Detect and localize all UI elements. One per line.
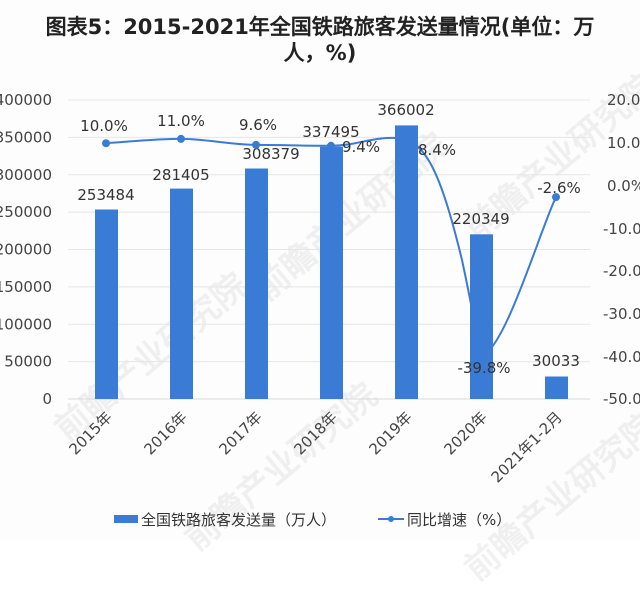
bar-2019[interactable]: [395, 125, 418, 400]
bar-label: 281405: [152, 166, 209, 184]
line-label: 11.0%: [157, 112, 205, 130]
left-axis-tick: 0: [42, 390, 52, 408]
chart-title: 图表5：2015-2021年全国铁路旅客发送量情况(单位：万 人，%): [0, 14, 640, 66]
x-axis-label: 2016年: [140, 408, 190, 458]
bar-2015[interactable]: [95, 209, 118, 400]
chart-title-line2: 人，%): [283, 41, 357, 65]
right-axis-tick: -30.0%: [603, 305, 640, 323]
bar-2016[interactable]: [170, 188, 193, 399]
line-label: 9.6%: [239, 116, 277, 134]
line-labels: 10.0% 11.0% 9.6% 9.4% 8.4% -39.8% -2.6%: [80, 112, 581, 377]
bar-2018[interactable]: [320, 146, 343, 399]
line-label: -2.6%: [537, 179, 581, 197]
bar-label: 253484: [77, 186, 134, 204]
right-axis-tick: -10.0%: [603, 220, 640, 238]
legend-label: 全国铁路旅客发送量（万人）: [141, 510, 337, 529]
left-axis-tick: 300000: [0, 166, 52, 184]
line-label: 9.4%: [342, 138, 380, 156]
left-axis-tick: 150000: [0, 278, 52, 296]
line-swatch-icon: [378, 514, 405, 524]
left-axis: 400000 350000 300000 250000 200000 15000…: [0, 91, 52, 408]
legend-item-growth[interactable]: 同比增速（%）: [378, 509, 511, 530]
x-axis: 2015年 2016年 2017年 2018年 2019年 2020年 2021…: [65, 408, 565, 486]
right-axis-tick: 20.0%: [607, 91, 640, 109]
bar-swatch-icon: [114, 515, 138, 523]
x-axis-label: 2020年: [440, 408, 490, 458]
line-label: -39.8%: [457, 359, 510, 377]
right-axis-tick: -20.0%: [603, 262, 640, 280]
right-axis-tick: 10.0%: [607, 134, 640, 152]
bar-2017[interactable]: [245, 168, 268, 400]
chart-plot: 400000 350000 300000 250000 200000 15000…: [0, 91, 640, 486]
bar-labels: 253484 281405 308379 337495 366002 22034…: [77, 101, 579, 370]
bar-label: 366002: [377, 101, 434, 119]
x-axis-label: 2018年: [290, 408, 340, 458]
line-point[interactable]: [102, 139, 110, 148]
right-axis-tick: -50.0%: [603, 390, 640, 408]
bar-label: 308379: [242, 145, 299, 163]
x-axis-label: 2017年: [215, 408, 265, 458]
left-axis-tick: 100000: [0, 315, 52, 333]
line-point[interactable]: [477, 352, 485, 361]
line-label: 10.0%: [80, 117, 128, 135]
bar-series: [95, 125, 568, 400]
legend-label: 同比增速（%）: [407, 510, 512, 529]
line-point[interactable]: [252, 140, 260, 149]
x-axis-label: 2015年: [65, 408, 115, 458]
bar-2020[interactable]: [470, 234, 493, 399]
right-axis-tick: -40.0%: [603, 348, 640, 366]
line-points: [102, 134, 560, 361]
left-axis-tick: 250000: [0, 203, 52, 221]
line-point[interactable]: [177, 134, 185, 143]
bar-label: 30033: [532, 352, 580, 370]
line-point[interactable]: [327, 141, 335, 150]
bar-label: 220349: [452, 210, 509, 228]
left-axis-tick: 50000: [4, 353, 52, 371]
bar-label: 337495: [302, 123, 359, 141]
right-axis-tick: 0.0%: [607, 177, 640, 195]
chart-title-line1: 图表5：2015-2021年全国铁路旅客发送量情况(单位：万: [45, 15, 595, 39]
line-label: 8.4%: [418, 141, 456, 159]
bar-2021-jan-feb[interactable]: [545, 376, 568, 400]
left-axis-tick: 350000: [0, 128, 52, 146]
legend: 全国铁路旅客发送量（万人） 同比增速（%）: [114, 508, 584, 530]
left-axis-tick: 200000: [0, 241, 52, 259]
left-axis-tick: 400000: [0, 91, 52, 109]
right-axis: 20.0% 10.0% 0.0% -10.0% -20.0% -30.0% -4…: [603, 91, 640, 408]
legend-item-passengers[interactable]: 全国铁路旅客发送量（万人）: [114, 509, 336, 530]
line-point[interactable]: [552, 193, 560, 202]
line-point[interactable]: [402, 146, 410, 154]
x-axis-label: 2019年: [365, 408, 415, 458]
x-axis-label: 2021年1-2月: [488, 408, 566, 486]
